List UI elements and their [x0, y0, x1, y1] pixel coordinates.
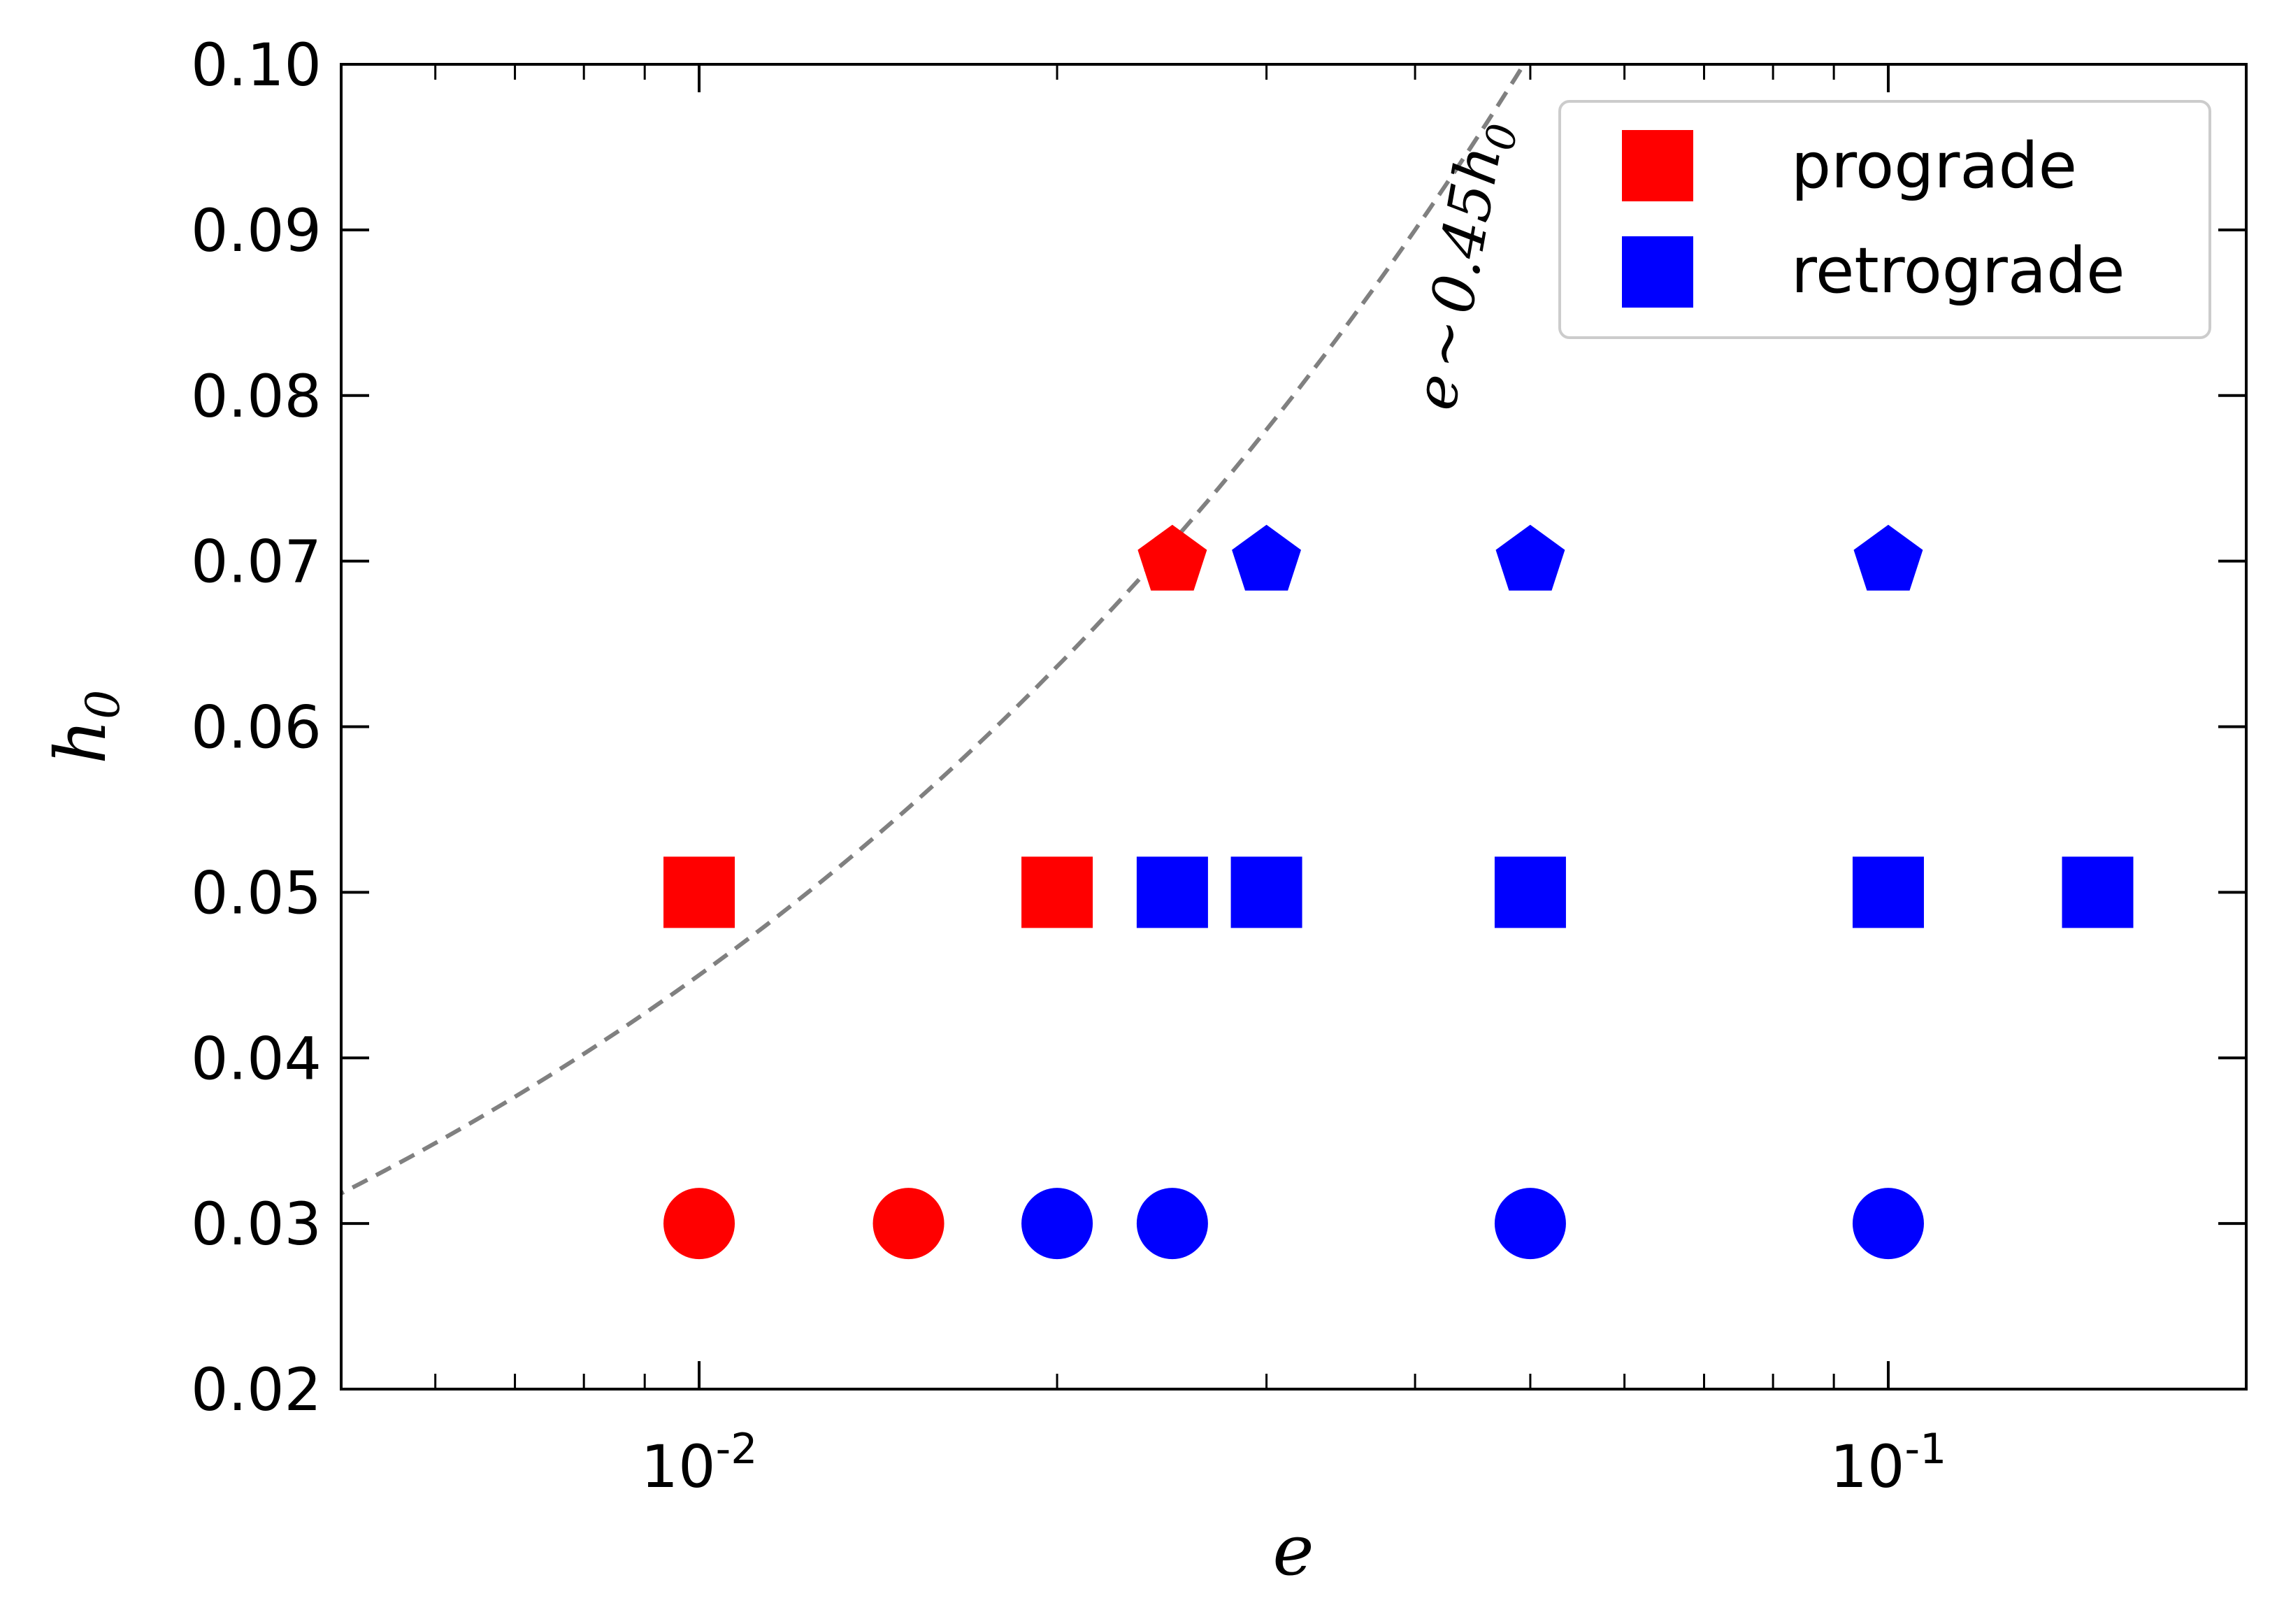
- prograde-pentagon-point: [1137, 524, 1207, 591]
- x-tick-label: 10-2: [641, 1425, 758, 1501]
- legend: prograde retrograde: [1558, 100, 2211, 339]
- x-tick-label-exponent: -1: [1904, 1425, 1946, 1474]
- reference-curve-label-coef: 0.45h: [1418, 141, 1514, 318]
- x-axis-title: e: [1272, 1509, 1314, 1591]
- retrograde-square-point: [2062, 856, 2134, 928]
- y-tick-label: 0.06: [191, 694, 322, 762]
- y-tick-label: 0.10: [191, 31, 322, 99]
- retrograde-pentagon-point: [1232, 524, 1301, 591]
- prograde-square-point: [663, 856, 735, 928]
- y-axis-title-main: h: [40, 719, 122, 764]
- prograde-square-point: [1021, 856, 1093, 928]
- x-tick-label-exponent: -2: [716, 1425, 758, 1474]
- retrograde-circle-point: [1852, 1188, 1924, 1260]
- legend-label-prograde: prograde: [1791, 129, 2077, 203]
- prograde-circle-point: [872, 1188, 944, 1260]
- tick-labels: 0.020.030.040.050.060.070.080.090.1010-2…: [191, 31, 1946, 1501]
- y-axis-title-sub: 0: [76, 690, 130, 719]
- retrograde-square-point: [1852, 856, 1924, 928]
- reference-curve: [341, 64, 1526, 1196]
- y-tick-label: 0.08: [191, 362, 322, 431]
- prograde-circle-point: [663, 1188, 735, 1260]
- y-tick-label: 0.05: [191, 858, 322, 927]
- axis-ticks: [341, 63, 2246, 1391]
- reference-curve-label: e∼0.45h0: [1400, 115, 1527, 417]
- retrograde-circle-point: [1021, 1188, 1093, 1260]
- retrograde-circle-point: [1136, 1188, 1208, 1260]
- x-tick-label-base: 10: [641, 1432, 716, 1501]
- y-tick-label: 0.04: [191, 1024, 322, 1093]
- y-axis-title: h0: [40, 690, 130, 764]
- legend-marker-prograde: [1622, 130, 1693, 201]
- reference-curve-label-var: e: [1400, 368, 1474, 415]
- reference-curve-label-sim: ∼: [1408, 313, 1484, 373]
- retrograde-pentagon-point: [1853, 524, 1923, 591]
- legend-frame: [1558, 100, 2211, 339]
- retrograde-square-point: [1136, 856, 1208, 928]
- legend-marker-retrograde: [1622, 236, 1693, 308]
- y-tick-label: 0.02: [191, 1356, 322, 1424]
- y-tick-label: 0.07: [191, 528, 322, 596]
- y-tick-label: 0.03: [191, 1190, 322, 1258]
- data-points: [663, 524, 2134, 1260]
- reference-curve-line: [341, 64, 1526, 1196]
- x-tick-label: 10-1: [1830, 1425, 1947, 1501]
- x-tick-label-base: 10: [1830, 1432, 1905, 1501]
- retrograde-circle-point: [1494, 1188, 1566, 1260]
- legend-label-retrograde: retrograde: [1791, 234, 2125, 308]
- retrograde-square-point: [1494, 856, 1566, 928]
- y-tick-label: 0.09: [191, 196, 322, 265]
- retrograde-pentagon-point: [1495, 524, 1565, 591]
- retrograde-square-point: [1230, 856, 1302, 928]
